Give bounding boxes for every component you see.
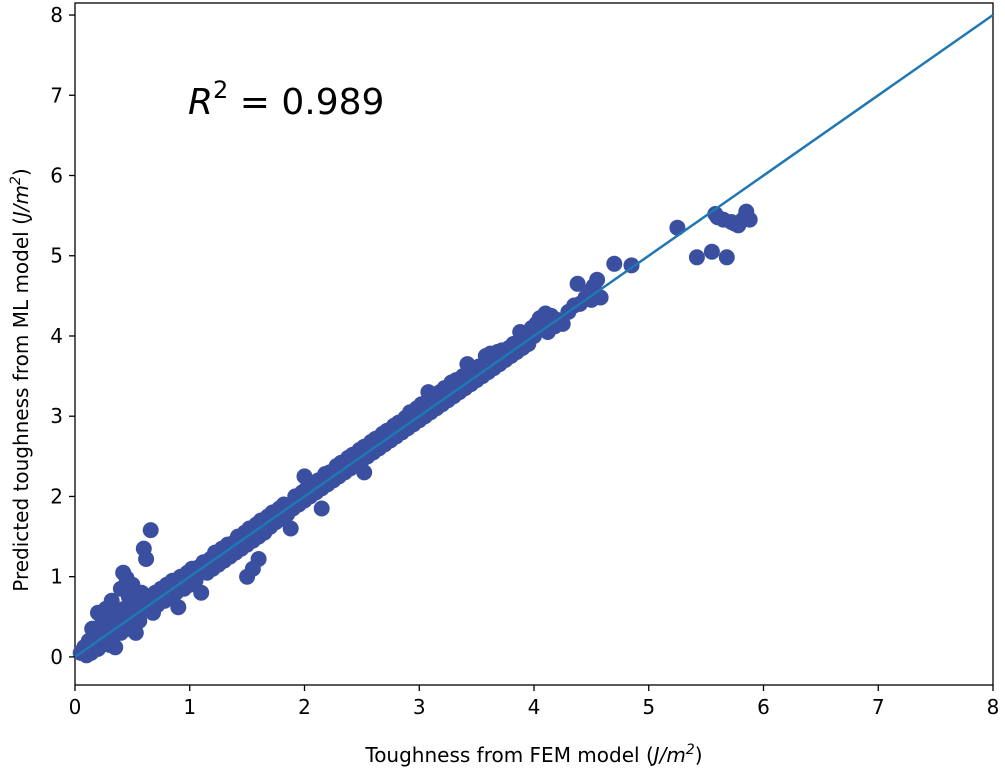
y-tick-label: 6 bbox=[50, 164, 63, 188]
data-point bbox=[688, 249, 705, 266]
data-point bbox=[138, 551, 155, 567]
x-tick-label: 2 bbox=[298, 695, 311, 719]
ticks-layer: 0 1 2 3 4 5 6 7 8 0 1 2 3 4 5 6 7 8 bbox=[50, 3, 999, 719]
y-axis-label: Predicted toughness from ML model (J/m2) bbox=[8, 168, 33, 592]
data-point bbox=[589, 271, 606, 288]
y-tick-label: 5 bbox=[50, 244, 63, 268]
x-tick-label: 0 bbox=[69, 695, 82, 719]
data-point bbox=[127, 624, 144, 641]
fit-line bbox=[74, 14, 994, 658]
data-point bbox=[131, 612, 148, 629]
r-squared-annotation: R2 = 0.989 bbox=[188, 76, 384, 123]
x-tick-label: 8 bbox=[987, 695, 1000, 719]
data-point bbox=[282, 520, 299, 537]
x-axis-label: Toughness from FEM model (J/m2) bbox=[364, 742, 702, 767]
y-tick-label: 2 bbox=[50, 484, 63, 508]
x-tick-label: 1 bbox=[183, 695, 196, 719]
fit-line-layer bbox=[74, 14, 994, 658]
data-point bbox=[718, 249, 735, 266]
data-point bbox=[250, 551, 267, 567]
data-point bbox=[709, 209, 726, 226]
x-tick-label: 5 bbox=[642, 695, 655, 719]
x-tick-label: 3 bbox=[413, 695, 426, 719]
x-tick-label: 7 bbox=[872, 695, 885, 719]
x-axis-label-group: Toughness from FEM model (J/m2) bbox=[364, 742, 702, 767]
y-tick-label: 3 bbox=[50, 404, 63, 428]
data-point bbox=[193, 584, 210, 601]
x-tick-label: 6 bbox=[757, 695, 770, 719]
data-point bbox=[741, 211, 758, 228]
data-point bbox=[356, 464, 373, 481]
data-point bbox=[103, 592, 120, 609]
data-point bbox=[142, 522, 159, 539]
data-point bbox=[703, 243, 720, 260]
y-tick-label: 4 bbox=[50, 324, 63, 348]
data-point bbox=[313, 500, 330, 517]
y-tick-label: 7 bbox=[50, 83, 63, 107]
data-point bbox=[569, 275, 586, 292]
data-point bbox=[170, 599, 187, 616]
y-tick-label: 1 bbox=[50, 565, 63, 589]
x-tick-label: 4 bbox=[528, 695, 541, 719]
y-tick-label: 0 bbox=[50, 645, 63, 669]
y-tick-label: 8 bbox=[50, 3, 63, 27]
data-point bbox=[606, 255, 623, 272]
data-point bbox=[726, 215, 743, 232]
data-point bbox=[107, 639, 124, 656]
y-axis-label-group: Predicted toughness from ML model (J/m2) bbox=[8, 168, 33, 592]
